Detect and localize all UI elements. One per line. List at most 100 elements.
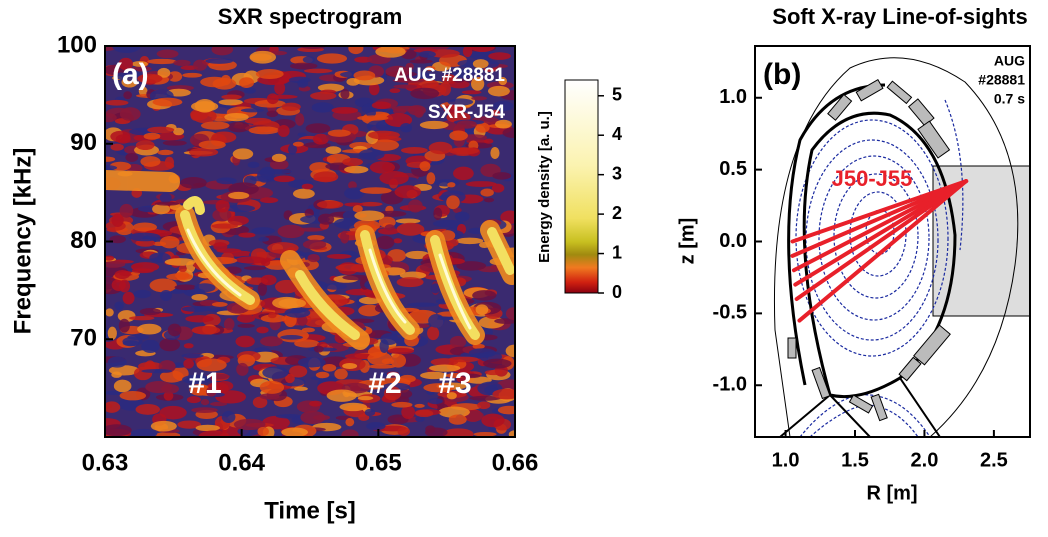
texture-blob — [262, 366, 289, 379]
texture-blob — [309, 162, 331, 173]
texture-blob — [193, 59, 208, 71]
texture-blob — [221, 410, 236, 424]
sightline — [790, 179, 969, 258]
texture-blob — [227, 121, 250, 133]
texture-blob — [307, 253, 320, 263]
texture-blob — [433, 207, 443, 220]
texture-blob — [359, 201, 383, 207]
texture-blob — [327, 129, 351, 137]
y-tick-label: 0.0 — [719, 230, 747, 252]
texture-blob — [251, 227, 276, 235]
x-tick-label: 2.0 — [911, 449, 939, 471]
texture-blob — [367, 364, 396, 369]
texture-blob — [275, 414, 304, 419]
texture-blob — [449, 130, 468, 141]
texture-blob — [393, 84, 418, 89]
texture-blob — [173, 127, 185, 136]
texture-blob — [140, 156, 161, 167]
texture-blob — [428, 314, 445, 328]
flux-surfaces — [795, 99, 964, 437]
texture-blob — [471, 96, 488, 101]
texture-blob — [453, 78, 465, 83]
texture-blob — [119, 279, 131, 293]
texture-blob — [294, 386, 308, 391]
spectrogram — [105, 46, 515, 437]
texture-blob — [488, 52, 511, 60]
texture-blob — [198, 140, 226, 150]
texture-blob — [466, 376, 492, 384]
texture-blob — [469, 395, 501, 401]
texture-blob — [461, 90, 482, 95]
texture-blob — [312, 133, 329, 145]
texture-blob — [254, 99, 286, 108]
texture-blob — [216, 248, 242, 254]
texture-blob — [260, 336, 283, 347]
texture-blob — [221, 94, 242, 100]
texture-blob — [439, 81, 451, 96]
texture-blob — [472, 290, 497, 301]
texture-blob — [419, 120, 449, 130]
texture-blob — [194, 283, 216, 293]
y-tick-label: -0.5 — [713, 302, 747, 324]
texture-blob — [224, 318, 235, 331]
texture-blob — [322, 364, 337, 372]
texture-blob — [200, 121, 230, 130]
y-tick-label: -1.0 — [713, 374, 747, 396]
texture-blob — [377, 210, 407, 217]
texture-blob — [366, 422, 386, 431]
texture-blob — [348, 181, 357, 190]
texture-blob — [266, 93, 279, 105]
texture-blob — [335, 263, 367, 272]
texture-blob — [357, 115, 389, 121]
texture-blob — [243, 87, 256, 94]
texture-blob — [135, 403, 161, 415]
texture-blob — [224, 112, 249, 122]
mode-label: #3 — [438, 367, 471, 400]
colorbar-tick-label: 2 — [612, 203, 622, 223]
texture-blob — [205, 386, 217, 397]
texture-blob — [131, 61, 148, 67]
texture-blob — [156, 49, 179, 59]
mode-label: #1 — [188, 367, 221, 400]
texture-blob — [273, 175, 295, 183]
panel-label: (a) — [112, 58, 149, 91]
texture-blob — [379, 339, 389, 353]
texture-blob — [182, 72, 203, 78]
texture-blob — [235, 335, 255, 348]
texture-blob — [389, 88, 401, 94]
texture-blob — [277, 224, 305, 239]
texture-blob — [132, 222, 157, 232]
y-tick-label: 90 — [70, 129, 97, 156]
texture-blob — [491, 183, 505, 193]
texture-blob — [430, 283, 441, 294]
texture-blob — [215, 199, 230, 213]
texture-blob — [212, 77, 237, 90]
texture-blob — [239, 77, 254, 88]
texture-blob — [309, 400, 322, 407]
texture-blob — [323, 282, 348, 290]
texture-blob — [255, 68, 284, 79]
texture-blob — [325, 146, 342, 154]
texture-blob — [334, 368, 348, 380]
texture-blob — [155, 431, 181, 437]
texture-blob — [395, 218, 421, 224]
texture-blob — [149, 278, 177, 293]
texture-blob — [205, 58, 234, 64]
texture-blob — [462, 46, 473, 58]
texture-blob — [313, 345, 324, 353]
texture-blob — [196, 358, 227, 372]
texture-blob — [238, 232, 256, 238]
texture-blob — [178, 264, 187, 273]
texture-blob — [150, 420, 177, 432]
texture-blob — [342, 210, 359, 221]
texture-blob — [243, 266, 267, 271]
texture-blob — [289, 365, 308, 378]
texture-blob — [232, 148, 254, 160]
texture-blob — [177, 420, 202, 429]
texture-blob — [368, 130, 400, 140]
colorbar-tick-label: 0 — [612, 282, 622, 302]
texture-blob — [415, 409, 434, 418]
chirp-core — [186, 228, 472, 330]
texture-blob — [313, 171, 339, 183]
texture-blob — [112, 46, 141, 53]
